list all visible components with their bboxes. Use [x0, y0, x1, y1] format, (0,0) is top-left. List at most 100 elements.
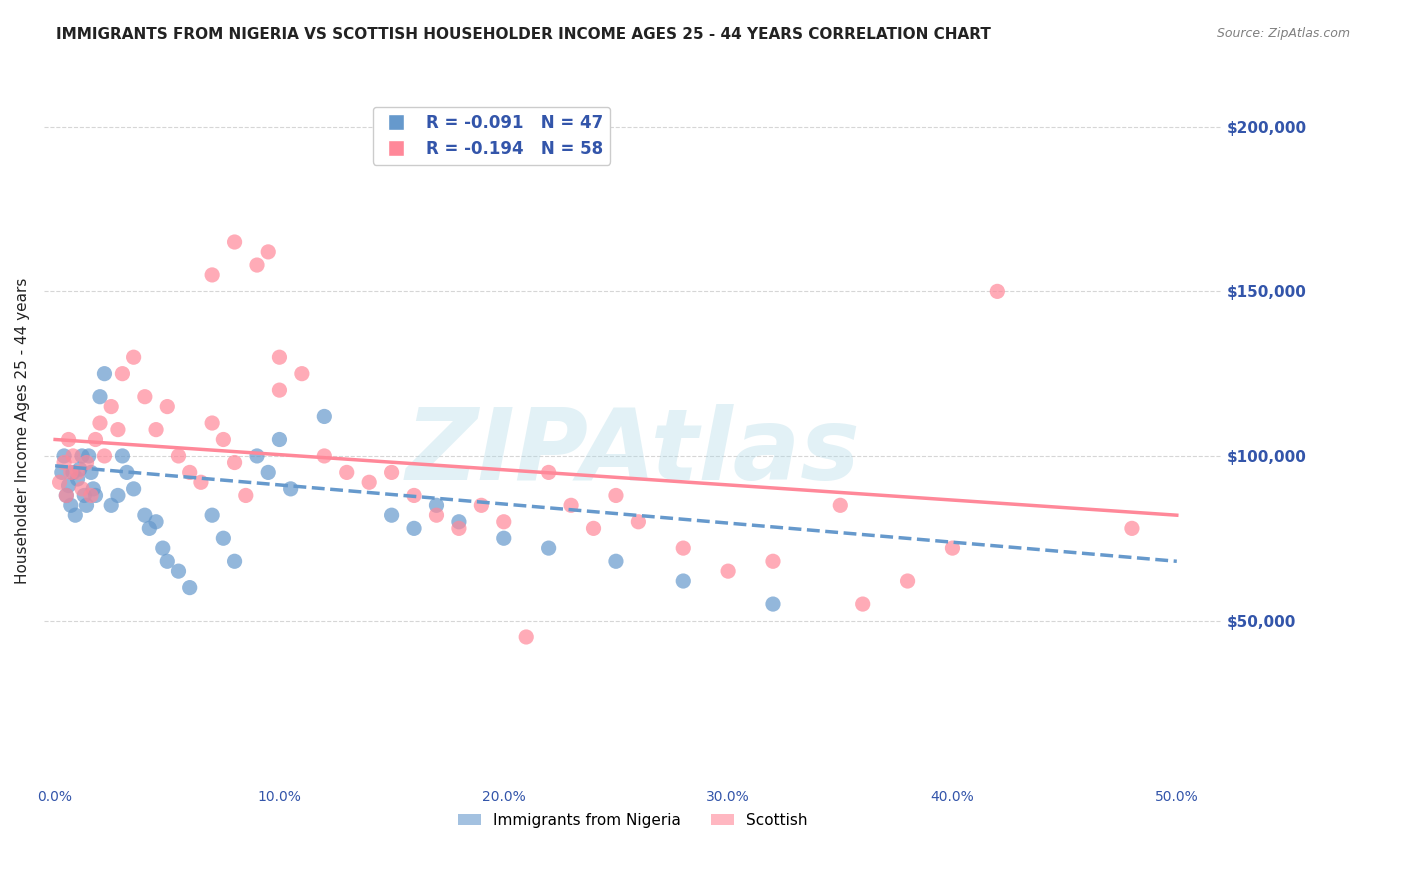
Point — [257, 244, 280, 259]
Point — [55, 488, 77, 502]
Point — [224, 554, 246, 568]
Point — [605, 554, 627, 568]
Point — [76, 456, 98, 470]
Point — [89, 390, 111, 404]
Point — [100, 400, 122, 414]
Point — [257, 466, 280, 480]
Point — [224, 235, 246, 249]
Point — [76, 499, 98, 513]
Point — [515, 630, 537, 644]
Point — [115, 466, 138, 480]
Point — [381, 508, 404, 523]
Point — [269, 350, 291, 364]
Point — [762, 554, 785, 568]
Point — [84, 433, 107, 447]
Point — [77, 449, 100, 463]
Point — [224, 456, 246, 470]
Point — [447, 515, 470, 529]
Point — [986, 285, 1008, 299]
Point — [55, 488, 77, 502]
Legend: Immigrants from Nigeria, Scottish: Immigrants from Nigeria, Scottish — [451, 807, 814, 834]
Point — [537, 466, 560, 480]
Point — [62, 466, 84, 480]
Point — [269, 383, 291, 397]
Point — [212, 531, 235, 545]
Point — [470, 499, 492, 513]
Point — [201, 268, 224, 282]
Point — [80, 488, 103, 502]
Point — [269, 433, 291, 447]
Point — [107, 488, 129, 502]
Point — [145, 515, 167, 529]
Point — [93, 367, 115, 381]
Point — [492, 531, 515, 545]
Point — [138, 521, 160, 535]
Point — [59, 499, 82, 513]
Point — [672, 541, 695, 555]
Point — [48, 475, 70, 490]
Point — [59, 466, 82, 480]
Point — [156, 554, 179, 568]
Point — [537, 541, 560, 555]
Point — [179, 466, 201, 480]
Point — [425, 508, 447, 523]
Point — [425, 499, 447, 513]
Point — [51, 466, 73, 480]
Point — [314, 409, 336, 424]
Point — [897, 574, 920, 588]
Point — [65, 508, 87, 523]
Point — [82, 482, 104, 496]
Point — [291, 367, 314, 381]
Point — [58, 478, 80, 492]
Point — [152, 541, 174, 555]
Point — [70, 449, 93, 463]
Point — [336, 466, 359, 480]
Point — [359, 475, 381, 490]
Text: IMMIGRANTS FROM NIGERIA VS SCOTTISH HOUSEHOLDER INCOME AGES 25 - 44 YEARS CORREL: IMMIGRANTS FROM NIGERIA VS SCOTTISH HOUS… — [56, 27, 991, 42]
Point — [672, 574, 695, 588]
Point — [93, 449, 115, 463]
Point — [280, 482, 302, 496]
Point — [70, 482, 93, 496]
Point — [212, 433, 235, 447]
Point — [134, 508, 156, 523]
Point — [66, 472, 89, 486]
Point — [107, 423, 129, 437]
Point — [605, 488, 627, 502]
Point — [235, 488, 257, 502]
Point — [100, 499, 122, 513]
Point — [402, 488, 425, 502]
Point — [89, 416, 111, 430]
Point — [179, 581, 201, 595]
Point — [84, 488, 107, 502]
Point — [447, 521, 470, 535]
Point — [402, 521, 425, 535]
Point — [167, 564, 190, 578]
Point — [190, 475, 212, 490]
Text: Source: ZipAtlas.com: Source: ZipAtlas.com — [1216, 27, 1350, 40]
Point — [560, 499, 582, 513]
Point — [73, 488, 96, 502]
Point — [717, 564, 740, 578]
Point — [134, 390, 156, 404]
Point — [246, 449, 269, 463]
Point — [201, 416, 224, 430]
Point — [582, 521, 605, 535]
Point — [852, 597, 875, 611]
Point — [111, 367, 134, 381]
Point — [156, 400, 179, 414]
Point — [58, 433, 80, 447]
Point — [830, 499, 852, 513]
Point — [627, 515, 650, 529]
Point — [762, 597, 785, 611]
Point — [1121, 521, 1143, 535]
Point — [381, 466, 404, 480]
Point — [62, 449, 84, 463]
Y-axis label: Householder Income Ages 25 - 44 years: Householder Income Ages 25 - 44 years — [15, 278, 30, 584]
Point — [145, 423, 167, 437]
Point — [66, 466, 89, 480]
Point — [246, 258, 269, 272]
Point — [80, 466, 103, 480]
Point — [492, 515, 515, 529]
Point — [69, 462, 91, 476]
